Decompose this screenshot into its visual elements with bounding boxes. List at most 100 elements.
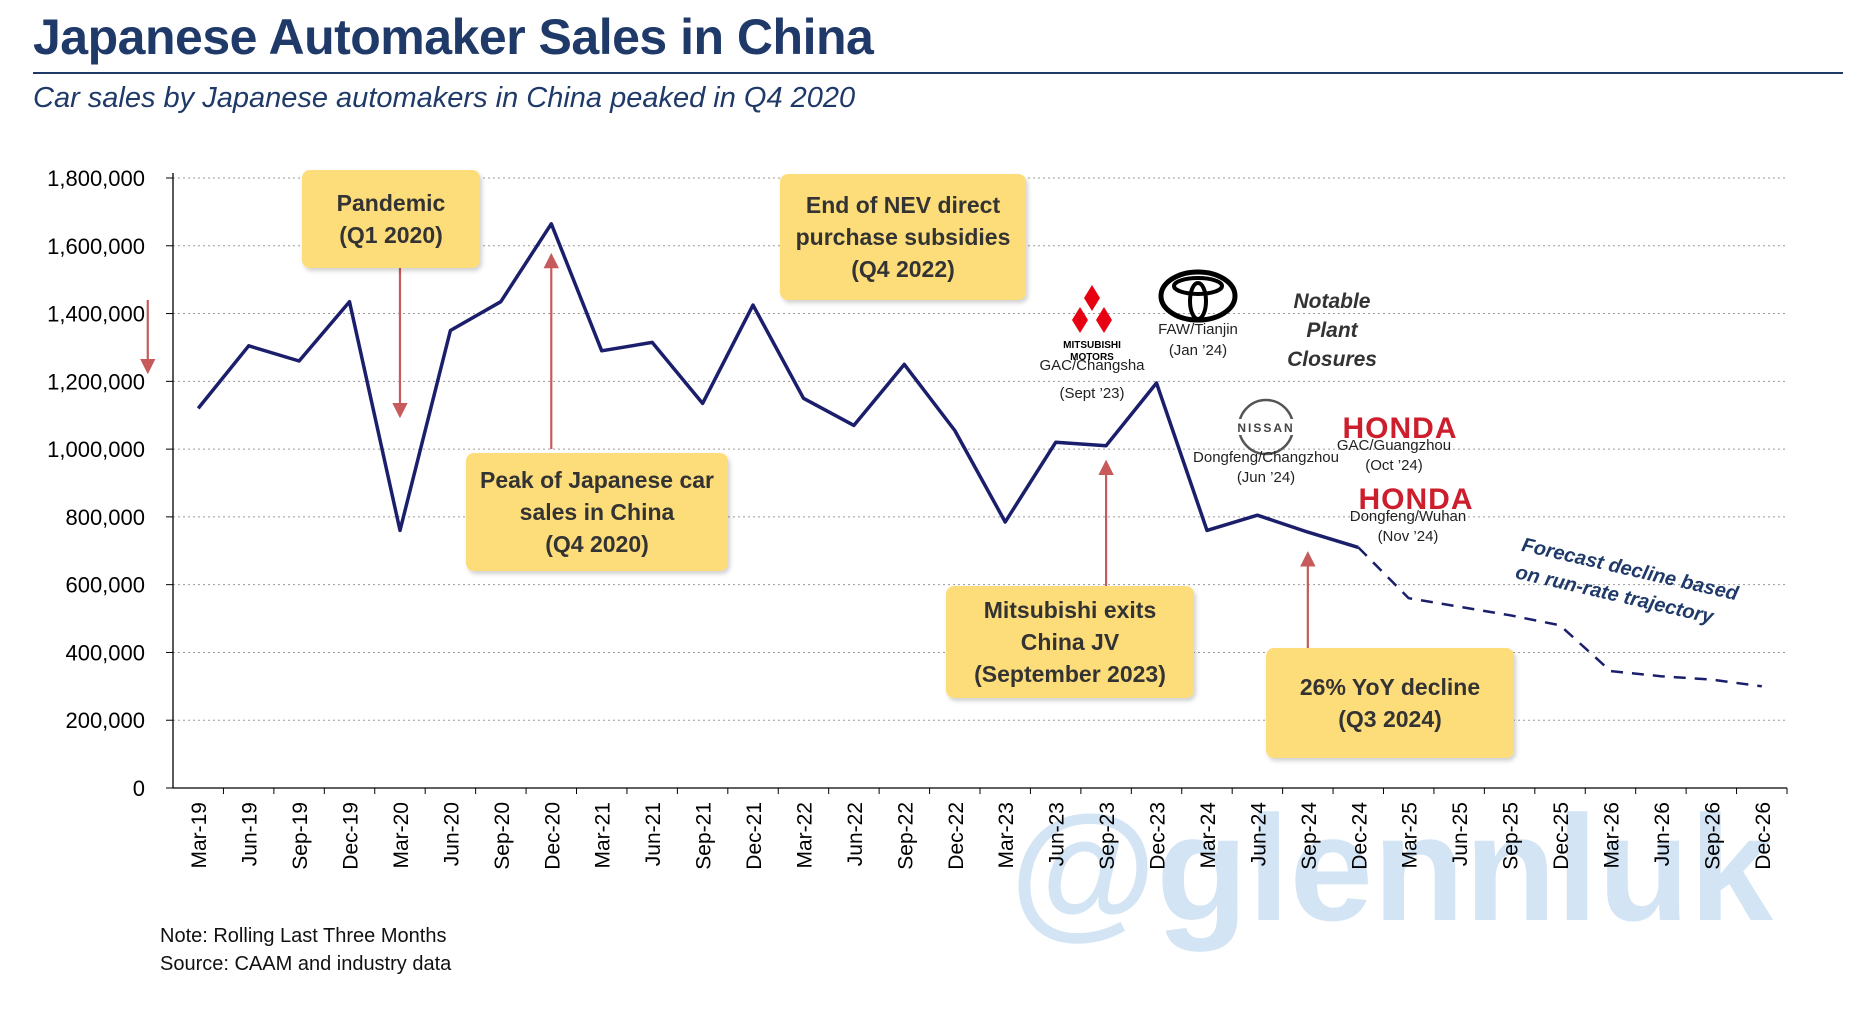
callout-text: China JV [1021,629,1120,655]
callout-text: 26% YoY decline [1300,674,1480,700]
x-tick-label: Mar-23 [995,802,1018,869]
notable-closures-text: Notable [1293,290,1370,313]
x-tick-label: Sep-21 [693,802,716,870]
y-tick-label: 800,000 [65,505,145,530]
callout-box [946,586,1194,698]
y-tick-label: 400,000 [65,640,145,665]
callout-text: (Q1 2020) [339,222,443,248]
y-tick-label: 1,600,000 [47,234,145,259]
note-text: Note: Rolling Last Three Months [160,925,447,947]
y-axis-ticks: 0 200,000 400,000 600,000 800,000 1,000,000 1,… [47,166,173,801]
honda-wordmark: HONDA [1343,412,1458,445]
y-tick-label: 1,200,000 [47,369,145,394]
closure-location: GAC/Guangzhou [1337,437,1451,454]
x-tick-label: Dec-26 [1752,802,1775,870]
callouts: Pandemic (Q1 2020) Peak of Japanese car sal… [140,170,1514,758]
logo-toyota-logo-1: FAW/Tianjin (Jan ’24) [1158,269,1238,359]
x-tick-label: Mar-26 [1600,802,1623,869]
x-tick-label: Jun-21 [642,802,665,866]
closure-date: (Jan ’24) [1169,342,1227,359]
x-tick-label: Jun-22 [844,802,867,866]
x-tick-label: Jun-24 [1247,802,1270,867]
brand-wordmark: MOTORS [1070,352,1114,363]
x-tick-label: Sep-24 [1298,802,1321,870]
closure-location: GAC/Changsha [1039,357,1145,374]
closure-date: (Jun ’24) [1237,469,1295,486]
x-tick-label: Mar-24 [1197,802,1220,869]
callout-text: purchase subsidies [796,224,1011,250]
source-text: Source: CAAM and industry data [160,953,452,975]
page-title: Japanese Automaker Sales in China [33,9,874,65]
callout-peak: Peak of Japanese car sales in China (Q4 20… [466,252,728,571]
sales-line [196,222,1359,550]
toyota-icon-stem [1188,281,1208,321]
callout-box [466,453,728,571]
y-tick-label: 200,000 [65,708,145,733]
forecast-line [1357,546,1762,688]
x-tick-label: Dec-23 [1147,802,1170,870]
x-tick-label: Mar-19 [188,802,211,869]
callout-box [302,170,480,268]
y-tick-label: 600,000 [65,573,145,598]
x-axis-ticks: Mar-19 Jun-19 Sep-19 Dec-19 Mar-20 Jun-20 Sep-… [188,788,1788,870]
brand-wordmark: MITSUBISHI [1063,340,1121,351]
x-tick-label: Dec-19 [340,802,363,870]
callout-text: (September 2023) [974,661,1166,687]
closure-date: (Sept ’23) [1059,385,1124,402]
x-tick-label: Jun-20 [440,802,463,866]
x-tick-label: Sep-23 [1096,802,1119,870]
x-tick-label: Mar-21 [592,802,615,869]
callout-text: Peak of Japanese car [480,467,714,493]
mitsubishi-icon [1072,285,1112,333]
callout-text: Mitsubishi exits [984,597,1157,623]
x-tick-label: Dec-24 [1348,802,1371,870]
x-tick-label: Sep-20 [491,802,514,870]
callout-mitsubishi: Mitsubishi exits China JV (September 2023) [946,459,1194,698]
callout-yoy: 26% YoY decline (Q3 2024) [1266,551,1514,758]
x-tick-label: Sep-22 [894,802,917,870]
notable-closures-label: Notable Plant Closures [1287,290,1377,371]
x-tick-label: Mar-20 [390,802,413,869]
x-tick-label: Sep-19 [289,802,312,870]
x-tick-label: Mar-22 [793,802,816,869]
y-tick-label: 1,000,000 [47,437,145,462]
callout-box [780,174,1026,300]
x-tick-label: Jun-23 [1046,802,1069,866]
closure-location: Dongfeng/Changzhou [1193,449,1339,466]
notable-closures-text: Closures [1287,348,1377,371]
x-tick-label: Dec-25 [1550,802,1573,870]
x-tick-label: Jun-25 [1449,802,1472,866]
callout-text: End of NEV direct [806,192,1001,218]
logo-nissan-logo-2: NISSAN Dongfeng/Changzhou (Jun ’24) [1193,398,1339,486]
x-tick-label: Sep-25 [1500,802,1523,870]
closure-date: (Oct ’24) [1365,457,1423,474]
callout-text: (Q4 2020) [545,531,649,557]
series-lines [196,222,1762,688]
y-tick-label: 1,400,000 [47,302,145,327]
chart-notes: Note: Rolling Last Three Months Source: … [160,922,451,978]
title-divider [33,72,1843,74]
nissan-bar [1233,419,1299,435]
notable-closures-text: Plant [1306,319,1358,342]
y-tick-label: 1,800,000 [47,166,145,191]
x-tick-label: Dec-20 [541,802,564,870]
x-tick-label: Dec-22 [945,802,968,870]
y-tick-label: 0 [133,776,145,801]
x-tick-label: Jun-26 [1651,802,1674,866]
x-tick-label: Dec-21 [743,802,766,870]
honda-wordmark: HONDA [1359,483,1474,516]
brand-wordmark: NISSAN [1237,421,1294,435]
x-tick-label: Jun-19 [239,802,262,866]
page-subtitle: Car sales by Japanese automakers in Chin… [33,82,856,114]
callout-pandemic: Pandemic (Q1 2020) [302,170,480,419]
closure-date: (Nov ’24) [1378,528,1439,545]
callout-text: Pandemic [337,190,446,216]
closure-location: FAW/Tianjin [1158,321,1238,338]
closure-location: Dongfeng/Wuhan [1350,508,1466,525]
toyota-icon-inner [1172,276,1224,296]
